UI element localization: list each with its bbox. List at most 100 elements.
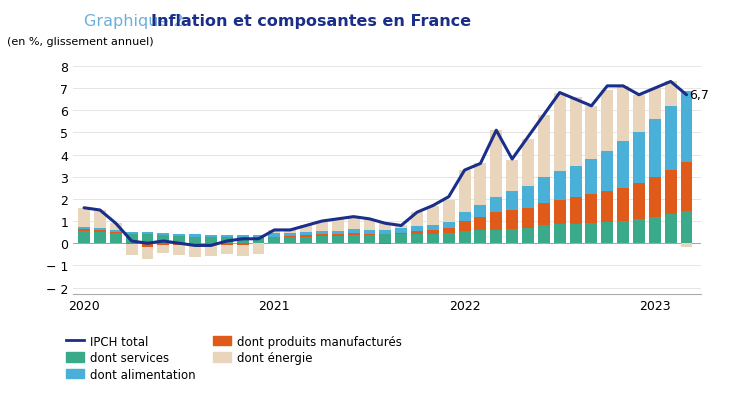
IPCH total <box>412 210 421 215</box>
Bar <box>332 219 344 231</box>
Bar <box>538 178 550 204</box>
Bar <box>411 234 423 244</box>
Bar <box>395 233 407 235</box>
IPCH total <box>619 84 628 89</box>
Bar <box>158 234 169 236</box>
Bar <box>189 244 201 246</box>
Bar <box>94 211 106 229</box>
Bar <box>94 233 106 244</box>
Bar <box>506 192 518 211</box>
Bar <box>300 237 312 244</box>
Bar <box>269 234 280 237</box>
Bar <box>380 235 391 244</box>
IPCH total <box>254 237 263 242</box>
Bar <box>554 200 566 225</box>
Bar <box>617 189 629 222</box>
Bar <box>205 238 217 244</box>
Bar <box>649 217 661 244</box>
IPCH total <box>349 215 358 220</box>
Bar <box>411 231 423 234</box>
Bar <box>78 231 90 244</box>
Bar <box>585 160 597 195</box>
IPCH total <box>207 243 215 248</box>
Bar <box>78 208 90 227</box>
Bar <box>474 231 486 244</box>
Bar <box>142 235 153 244</box>
Bar <box>458 171 471 213</box>
Bar <box>617 222 629 244</box>
IPCH total <box>301 223 310 228</box>
Bar <box>110 230 122 233</box>
Bar <box>443 222 455 228</box>
Bar <box>94 229 106 231</box>
Bar <box>380 244 391 245</box>
Bar <box>110 224 122 230</box>
Bar <box>126 245 137 255</box>
IPCH total <box>80 206 88 211</box>
Bar <box>585 107 597 160</box>
Bar <box>554 225 566 244</box>
IPCH total <box>650 86 659 91</box>
Bar <box>347 236 360 244</box>
Bar <box>205 244 217 246</box>
Bar <box>411 213 423 226</box>
Bar <box>585 224 597 244</box>
IPCH total <box>603 84 612 89</box>
IPCH total <box>445 195 453 200</box>
Bar <box>110 233 122 234</box>
Bar <box>443 200 455 222</box>
Bar <box>94 231 106 233</box>
Bar <box>237 235 249 238</box>
Bar <box>189 235 201 237</box>
Bar <box>237 245 249 256</box>
Bar <box>347 233 360 236</box>
IPCH total <box>96 208 104 213</box>
Bar <box>474 205 486 218</box>
Bar <box>237 244 249 245</box>
Bar <box>284 236 296 237</box>
Line: IPCH total: IPCH total <box>84 82 686 246</box>
Bar <box>221 245 233 254</box>
Bar <box>680 244 693 247</box>
Bar <box>522 208 534 228</box>
Bar <box>633 96 645 133</box>
Bar <box>602 152 613 192</box>
IPCH total <box>365 217 374 222</box>
Bar <box>474 218 486 231</box>
Bar <box>364 235 375 244</box>
Bar <box>427 225 439 230</box>
Bar <box>126 232 137 234</box>
Bar <box>158 246 169 254</box>
Bar <box>443 234 455 244</box>
Bar <box>316 236 328 244</box>
Bar <box>189 237 201 244</box>
Text: Graphique 2: Graphique 2 <box>84 14 183 29</box>
Bar <box>126 244 137 245</box>
Bar <box>538 226 550 244</box>
IPCH total <box>159 239 168 244</box>
Bar <box>158 244 169 246</box>
IPCH total <box>539 113 548 118</box>
IPCH total <box>318 219 326 224</box>
Text: (en %, glissement annuel): (en %, glissement annuel) <box>7 37 154 47</box>
Bar <box>585 195 597 224</box>
Bar <box>221 244 233 245</box>
IPCH total <box>508 157 517 162</box>
Bar <box>395 229 407 233</box>
IPCH total <box>634 93 643 98</box>
Bar <box>269 230 280 234</box>
Bar <box>173 244 185 246</box>
Bar <box>253 244 264 254</box>
Bar <box>189 246 201 257</box>
IPCH total <box>334 217 342 222</box>
Bar <box>522 186 534 208</box>
Bar <box>364 234 375 235</box>
Bar <box>395 235 407 244</box>
Bar <box>205 246 217 256</box>
Bar <box>602 192 613 222</box>
Bar <box>506 229 518 244</box>
Bar <box>284 233 296 236</box>
Bar <box>554 93 566 172</box>
Bar <box>364 230 375 234</box>
Bar <box>158 236 169 244</box>
